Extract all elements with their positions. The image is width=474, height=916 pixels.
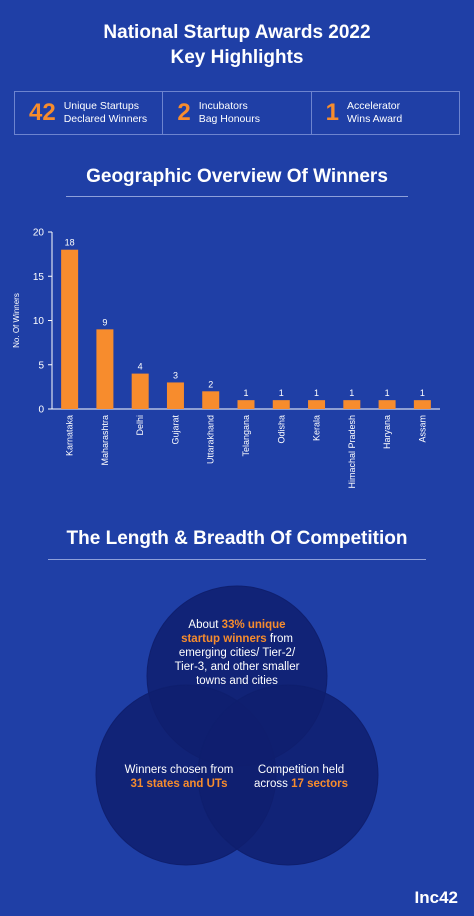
bar [378,400,396,409]
inc42-logo: Inc42 [414,888,458,907]
venn-text-top: About 33% unique startup winners from em… [172,618,302,688]
venn-top-post: from emerging cities/ Tier-2/ Tier-3, an… [174,633,300,687]
x-tick-label: Maharashtra [100,415,110,466]
venn-left-highlight: 31 states and UTs [130,778,228,790]
section-title-geographic: Geographic Overview Of Winners [86,166,388,187]
bar [272,400,290,409]
stat-label-line1: Unique Startups [63,100,139,112]
y-tick-label: 10 [33,316,45,327]
bar [96,329,114,409]
venn-circle-right [197,684,379,866]
x-tick-label: Odisha [276,415,286,444]
y-tick-label: 20 [33,228,45,239]
data-label: 3 [173,370,178,380]
x-tick-label: Karnataka [65,415,75,456]
bar [166,382,184,409]
stat-label: Incubators Bag Honours [199,100,260,126]
bar [131,373,149,409]
venn-top-pre: About [188,619,222,631]
stat-label: Accelerator Wins Award [347,100,402,126]
data-label: 1 [349,388,354,398]
section-title-competition: The Length & Breadth Of Competition [66,528,408,549]
bar [202,391,220,409]
section-divider [66,196,408,197]
stat-incubators: 2 Incubators Bag Honours [163,92,312,134]
data-label: 9 [102,317,107,327]
y-tick-label: 5 [38,360,44,371]
stat-label-line1: Accelerator [347,100,401,112]
bar [343,400,361,409]
venn-left-pre: Winners chosen from [124,764,234,776]
stat-number: 2 [177,99,191,126]
x-tick-label: Uttarakhand [206,415,216,464]
venn-right-highlight: 17 sectors [291,778,348,790]
bar [61,249,79,409]
x-tick-label: Gujarat [170,415,180,445]
venn-right-pre: Competition held across [254,764,345,790]
data-label: 1 [420,388,425,398]
title-line-1: National Startup Awards 2022 [103,22,371,43]
venn-text-right: Competition held across 17 sectors [246,763,356,791]
stat-label: Unique Startups Declared Winners [64,100,147,126]
data-label: 1 [385,388,390,398]
stat-label-line2: Declared Winners [63,113,148,125]
stat-label-line2: Bag Honours [198,113,260,125]
section-divider [48,559,426,560]
title-line-2: Key Highlights [170,47,304,68]
stat-number: 42 [29,99,56,126]
stat-label-line2: Wins Award [347,113,403,125]
bar [237,400,255,409]
bar [413,400,431,409]
stat-number: 1 [325,99,340,126]
data-label: 1 [243,388,248,398]
data-label: 1 [314,388,319,398]
venn-top-highlight: 33% unique startup winners [181,619,286,645]
bar [308,400,326,409]
key-highlights-box: 42 Unique Startups Declared Winners 2 In… [14,91,460,135]
data-label: 18 [65,238,75,248]
x-tick-label: Telangana [241,415,251,457]
x-tick-label: Haryana [382,415,392,449]
x-tick-label: Kerala [312,415,322,441]
x-tick-label: Assam [417,415,427,443]
stat-accelerator: 1 Accelerator Wins Award [312,92,459,134]
venn-text-left: Winners chosen from 31 states and UTs [124,763,234,791]
stat-startups: 42 Unique Startups Declared Winners [15,92,164,134]
x-tick-label: Himachal Pradesh [347,415,357,489]
y-tick-label: 15 [33,272,45,283]
stat-label-line1: Incubators [198,100,248,112]
venn-diagram [95,585,379,866]
y-axis-label: No. Of Winners [12,293,21,348]
y-tick-label: 0 [38,405,44,416]
bar-chart: 0 5 10 15 20 No. Of Winners 18 Karnataka 9 Mahara… [12,228,440,489]
page-title: National Startup Awards 2022 Key Highlig… [0,20,474,70]
x-tick-label: Delhi [135,415,145,436]
data-label: 4 [138,362,143,372]
data-label: 2 [208,379,213,389]
data-label: 1 [279,388,284,398]
